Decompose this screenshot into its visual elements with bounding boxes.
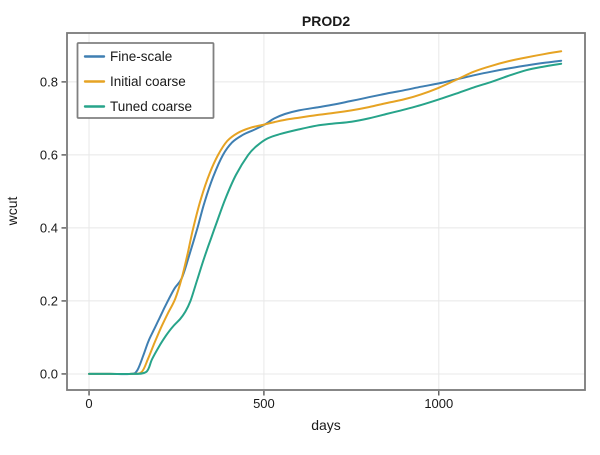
chart-title: PROD2: [302, 13, 350, 29]
series-line-fine-scale: [88, 59, 563, 376]
legend-label: Tuned coarse: [110, 99, 192, 114]
legend-label: Fine-scale: [110, 49, 172, 64]
x-tick-label: 0: [85, 396, 92, 411]
x-tick-label: 1000: [424, 396, 453, 411]
legend-box: [76, 42, 215, 119]
series-line-initial-coarse: [88, 50, 563, 376]
legend-label: Initial coarse: [110, 74, 186, 89]
x-tick-label: 500: [253, 396, 275, 411]
series-lines: [88, 50, 563, 376]
y-tick-label: 0.0: [40, 366, 58, 381]
axis-ticks: [61, 81, 440, 396]
y-axis-label: wcut: [4, 197, 20, 227]
y-tick-label: 0.4: [40, 220, 58, 235]
legend: Fine-scale Initial coarse Tuned coarse: [76, 42, 215, 119]
plot-border: [66, 32, 586, 391]
tick-labels: 0 500 1000 0.0 0.2 0.4 0.6 0.8: [40, 74, 453, 411]
series-line-tuned-coarse: [88, 62, 563, 376]
y-tick-label: 0.8: [40, 74, 58, 89]
x-axis-label: days: [311, 417, 341, 433]
y-tick-label: 0.6: [40, 147, 58, 162]
y-tick-label: 0.2: [40, 293, 58, 308]
